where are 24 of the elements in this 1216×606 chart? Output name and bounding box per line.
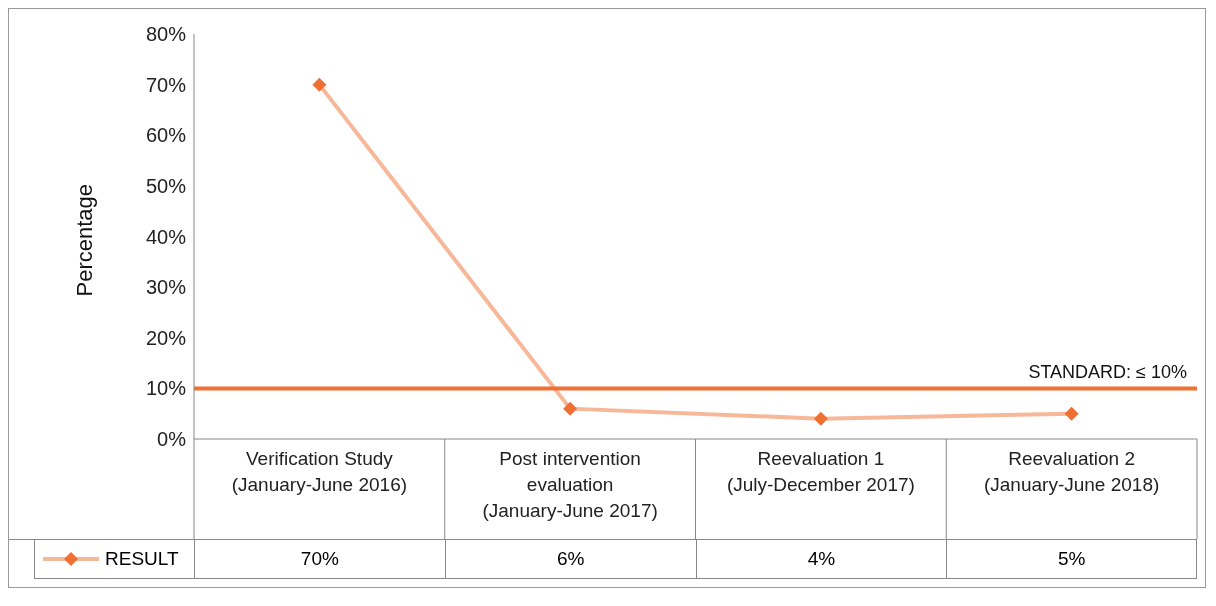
y-tick-label: 30% [145,276,187,299]
y-tick-label: 60% [145,124,187,147]
y-tick-label: 50% [145,174,187,197]
point [563,401,578,416]
y-tick-label: 10% [145,377,187,400]
x-tick-label: Post intervention evaluation (January-June 2017) [482,448,658,521]
data-label: 4% [695,539,947,579]
data-label: 70% [194,539,445,579]
point [813,411,828,426]
x-tick-label: Reevaluation 1 (July-December 2017) [726,448,915,495]
legend-label: RESULT [105,548,179,570]
data-label: 6% [444,539,696,579]
point [312,77,327,92]
y-tick-label: 20% [145,326,187,349]
point [1064,406,1079,421]
y-tick-label: 70% [145,73,187,96]
y-tick-label: 80% [145,23,187,46]
ref-line-label: STANDARD: ≤ 10% [1028,362,1187,383]
x-tick-label: Verification Study (January-June 2016) [231,448,408,495]
y-axis-title: Percentage [71,183,97,297]
data-label: 5% [946,539,1197,579]
y-tick-label: 40% [145,225,187,248]
y-tick-label: 0% [157,428,187,451]
x-tick-label: Reevaluation 2 (January-June 2018) [983,448,1160,495]
